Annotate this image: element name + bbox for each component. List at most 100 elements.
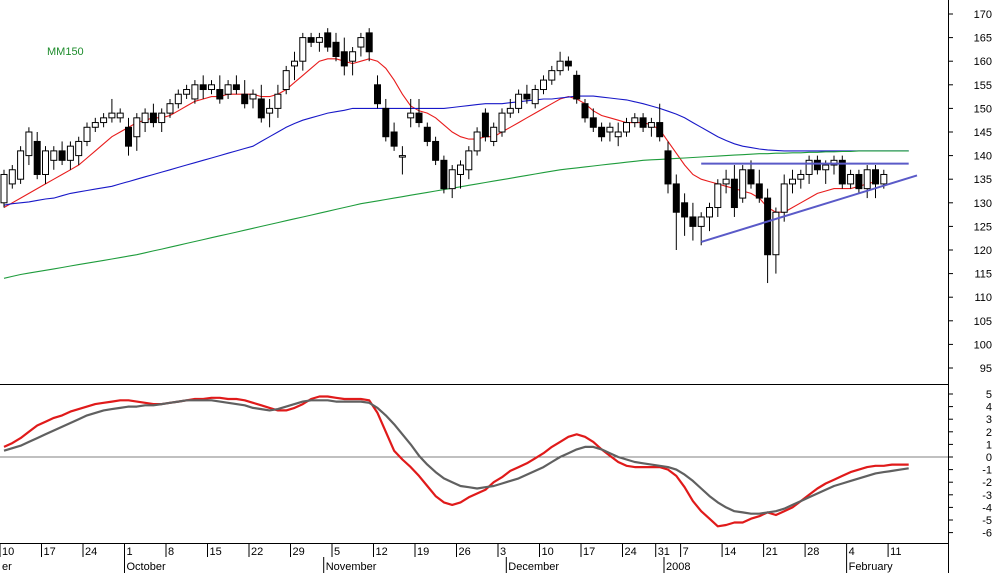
candle — [75, 136, 83, 166]
candle-body-up — [282, 70, 290, 91]
candle-body-down — [855, 173, 863, 190]
candle — [556, 51, 564, 76]
oscillator-tick-label: -6 — [982, 528, 992, 540]
candle-body-up — [0, 173, 8, 204]
oscillator-panel — [0, 395, 948, 528]
candle — [747, 160, 755, 189]
candle-body-up — [315, 37, 323, 43]
candle — [515, 89, 523, 114]
candle-body-up — [407, 112, 415, 119]
candle-body-up — [398, 155, 406, 158]
candle-body-down — [755, 183, 763, 199]
month-label: November — [326, 561, 377, 573]
candle — [606, 122, 614, 142]
x-tick-label: 29 — [293, 546, 305, 558]
x-tick-label: 31 — [658, 546, 670, 558]
candle-body-up — [349, 51, 357, 62]
x-tick-label: 21 — [766, 546, 778, 558]
candle — [174, 89, 182, 109]
candle-body-up — [357, 37, 365, 48]
candle — [481, 108, 489, 142]
candle — [689, 202, 697, 241]
candle — [706, 202, 713, 232]
candle — [457, 160, 464, 189]
oscillator-line — [3, 395, 909, 528]
candle — [872, 165, 879, 199]
candle — [647, 117, 655, 137]
candle-body-up — [91, 122, 99, 128]
candle-body-down — [672, 183, 680, 213]
candle-body-up — [183, 89, 191, 95]
candle-body-up — [116, 112, 124, 119]
price-tick-label: 110 — [974, 292, 992, 304]
price-tick-label: 115 — [974, 269, 992, 281]
candle — [266, 98, 274, 128]
candle-body-up — [531, 89, 539, 105]
candle — [631, 113, 639, 128]
price-tick-label: 130 — [974, 198, 992, 210]
candle-body-up — [797, 173, 805, 180]
price-tick-label: 95 — [980, 363, 992, 375]
candle-body-up — [100, 117, 108, 124]
oscillator-tick-label: -3 — [982, 490, 992, 502]
candle-body-up — [457, 164, 464, 175]
x-tick-label: 12 — [376, 546, 388, 558]
x-tick-label: 26 — [459, 546, 471, 558]
price-tick-label: 105 — [974, 316, 992, 328]
candle-body-down — [838, 159, 846, 185]
candle-body-up — [83, 126, 91, 142]
x-tick-label: 19 — [417, 546, 429, 558]
candle-body-up — [739, 169, 747, 199]
candle-body-up — [158, 112, 166, 124]
candle — [382, 98, 390, 142]
candle-body-up — [780, 183, 788, 213]
price-tick-label: 150 — [974, 103, 992, 115]
candle — [398, 146, 406, 175]
candle-body-down — [681, 202, 689, 218]
price-tick-label: 170 — [974, 9, 992, 21]
candle-body-down — [598, 126, 606, 138]
candle — [125, 117, 132, 156]
x-tick-label: 5 — [334, 546, 340, 558]
candle-body-down — [656, 122, 664, 138]
candle-body-up — [548, 70, 556, 81]
x-tick-label: 28 — [807, 546, 819, 558]
oscillator-tick-label: 5 — [986, 389, 992, 401]
x-tick-label: 7 — [683, 546, 689, 558]
candle-body-down — [232, 84, 240, 91]
candle-body-up — [299, 37, 307, 62]
candle-body-up — [880, 173, 888, 185]
candle — [423, 122, 431, 147]
candle-body-up — [614, 131, 622, 138]
candle-body-down — [730, 178, 738, 209]
x-tick-label: 24 — [625, 546, 637, 558]
candle — [407, 98, 415, 128]
candle-body-down — [340, 51, 348, 67]
candle — [58, 141, 66, 166]
candle — [722, 169, 730, 194]
candle-body-up — [266, 107, 274, 114]
month-label: 2008 — [666, 561, 690, 573]
candle-body-up — [291, 60, 298, 67]
candle — [589, 108, 597, 132]
candle — [623, 117, 630, 137]
candle — [664, 141, 672, 194]
candle — [149, 103, 157, 128]
candle-body-up — [141, 112, 149, 124]
candle-body-down — [747, 169, 755, 185]
candle — [291, 51, 298, 81]
candle-body-up — [606, 126, 614, 133]
candle — [332, 32, 340, 62]
x-tick-label: 15 — [210, 546, 222, 558]
candle-body-up — [17, 150, 25, 180]
candle-body-up — [556, 60, 564, 72]
candle — [847, 169, 855, 189]
candle — [797, 169, 805, 189]
candle-body-up — [8, 169, 16, 185]
oscillator-tick-label: -2 — [982, 477, 992, 489]
candle — [739, 165, 747, 203]
candle — [730, 165, 738, 217]
candle — [158, 108, 166, 132]
x-tick-label: 14 — [724, 546, 736, 558]
